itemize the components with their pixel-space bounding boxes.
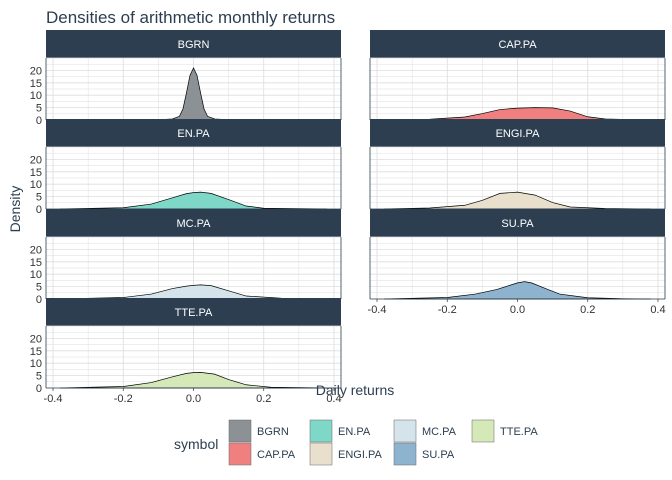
legend-item-bgrn: BGRN — [228, 419, 289, 443]
y-tick-label: 15 — [30, 167, 42, 179]
facet-label-bgrn: BGRN — [178, 39, 210, 51]
facet-strip-en-pa — [46, 119, 341, 147]
legend-item-cap-pa: CAP.PA — [228, 442, 296, 466]
legend-item-tte-pa: TTE.PA — [471, 419, 538, 443]
density-curve-tte-pa — [60, 372, 327, 389]
legend-swatch-en-pa — [309, 419, 333, 443]
x-tick-label: 0.4 — [650, 304, 665, 316]
x-tick-label: -0.2 — [438, 304, 457, 316]
legend-item-engi-pa: ENGI.PA — [309, 442, 382, 466]
legend-label-en-pa: EN.PA — [338, 426, 371, 438]
legend-label-tte-pa: TTE.PA — [500, 426, 538, 438]
x-tick-label: 0.0 — [186, 393, 201, 405]
y-tick-label: 15 — [30, 78, 42, 90]
y-tick-label: 10 — [30, 90, 42, 102]
legend-item-mc-pa: MC.PA — [393, 419, 457, 443]
x-tick-label: 0.2 — [580, 304, 595, 316]
legend-label-cap-pa: CAP.PA — [257, 449, 296, 461]
facet-strip-cap-pa — [370, 30, 665, 58]
facet-strip-bgrn — [46, 30, 341, 58]
y-tick-label: 0 — [36, 204, 42, 216]
legend-item-su-pa: SU.PA — [393, 442, 455, 466]
x-tick-label: 0.0 — [510, 304, 525, 316]
density-curve-engi-pa — [384, 191, 651, 210]
legend-label-engi-pa: ENGI.PA — [338, 449, 382, 461]
y-tick-label: 0 — [36, 383, 42, 395]
y-tick-label: 20 — [30, 244, 42, 256]
chart-title: Densities of arithmetic monthly returns — [46, 8, 335, 27]
y-tick-label: 10 — [30, 179, 42, 191]
legend-swatch-bgrn — [228, 419, 252, 443]
facet-panel-su-pa: SU.PA -0.4 -0.2 0.0 0.2 0.4 — [368, 209, 666, 316]
y-tick-label: 20 — [30, 65, 42, 77]
legend-label-mc-pa: MC.PA — [422, 426, 457, 438]
x-tick-label: 0.2 — [256, 393, 271, 405]
y-tick-label: 20 — [30, 154, 42, 166]
y-tick-label: 0 — [36, 115, 42, 127]
facet-panel-cap-pa: CAP.PA — [369, 30, 666, 121]
x-tick-label: -0.4 — [44, 393, 63, 405]
facet-label-mc-pa: MC.PA — [176, 218, 211, 230]
facet-label-tte-pa: TTE.PA — [175, 307, 213, 319]
legend-title: symbol — [174, 436, 218, 452]
y-tick-label: 5 — [36, 192, 42, 204]
y-tick-label: 15 — [30, 257, 42, 269]
facet-strip-mc-pa — [46, 209, 341, 237]
legend-label-bgrn: BGRN — [257, 426, 289, 438]
y-tick-label: 15 — [30, 346, 42, 358]
y-tick-label: 0 — [36, 294, 42, 306]
legend-label-su-pa: SU.PA — [422, 449, 455, 461]
y-tick-label: 10 — [30, 358, 42, 370]
facet-label-cap-pa: CAP.PA — [498, 39, 537, 51]
facet-label-su-pa: SU.PA — [501, 218, 534, 230]
density-curve-bgrn — [60, 67, 327, 121]
facet-panels: BGRN05101520CAP.PAEN.PA05101520ENGI.PAMC… — [30, 30, 666, 405]
facet-panel-engi-pa: ENGI.PA — [369, 119, 666, 210]
facet-strip-su-pa — [370, 209, 665, 237]
y-tick-label: 10 — [30, 269, 42, 281]
legend-swatch-cap-pa — [228, 442, 252, 466]
y-tick-label: 5 — [36, 103, 42, 115]
facet-label-engi-pa: ENGI.PA — [496, 128, 540, 140]
legend-swatch-mc-pa — [393, 419, 417, 443]
legend-swatch-engi-pa — [309, 442, 333, 466]
legend: symbol BGRN CAP.PA EN.PA ENGI.PA MC.PA SU.PA T… — [174, 419, 538, 466]
y-tick-label: 5 — [36, 371, 42, 383]
y-axis-title: Density — [7, 186, 23, 233]
legend-item-en-pa: EN.PA — [309, 419, 371, 443]
density-curve-su-pa — [384, 281, 651, 300]
facet-strip-engi-pa — [370, 119, 665, 147]
legend-swatch-tte-pa — [471, 419, 495, 443]
density-curve-en-pa — [60, 191, 327, 210]
y-tick-label: 5 — [36, 282, 42, 294]
facet-strip-tte-pa — [46, 298, 341, 326]
y-tick-label: 20 — [30, 333, 42, 345]
x-tick-label: -0.4 — [368, 304, 387, 316]
x-tick-label: -0.2 — [114, 393, 133, 405]
x-tick-label: 0.4 — [326, 393, 341, 405]
legend-swatch-su-pa — [393, 442, 417, 466]
facet-label-en-pa: EN.PA — [177, 128, 210, 140]
x-axis-title: Daily returns — [316, 382, 395, 398]
